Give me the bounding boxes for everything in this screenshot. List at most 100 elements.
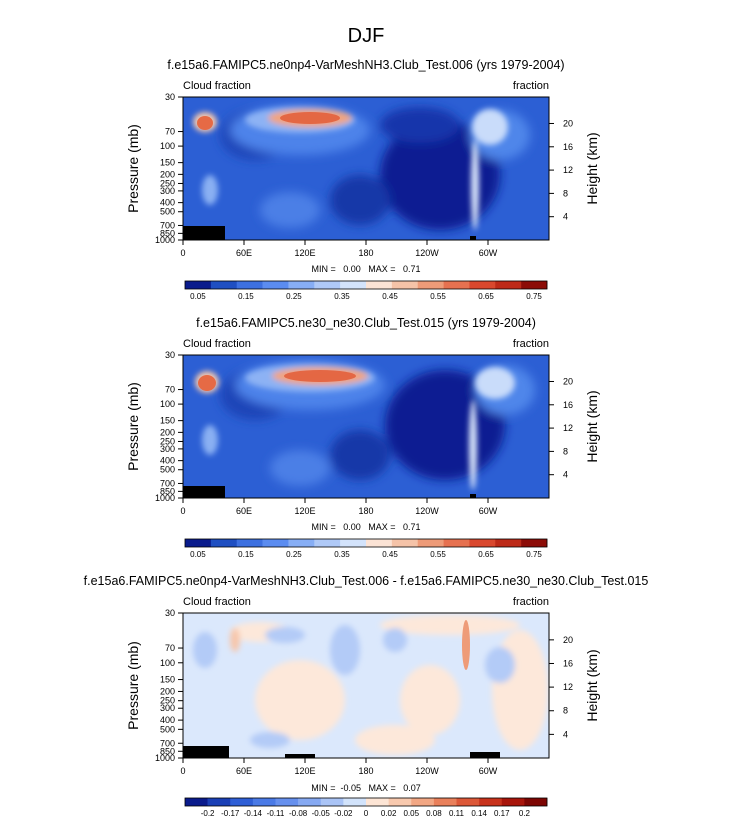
colorbar-label: 0.25	[286, 550, 302, 559]
colorbar-swatch	[443, 281, 470, 289]
panel-1-field	[183, 97, 549, 240]
colorbar-label: 0.11	[449, 809, 465, 818]
height-tick-label: 8	[563, 706, 568, 716]
panel-3-title: f.e15a6.FAMIPC5.ne0np4-VarMeshNH3.Club_T…	[84, 574, 649, 588]
colorbar-label: 0.08	[426, 809, 442, 818]
height-tick-label: 12	[563, 423, 573, 433]
colorbar-swatch	[495, 539, 522, 547]
colorbar-swatch	[501, 798, 525, 806]
colorbar-swatch	[521, 539, 548, 547]
colorbar-label: 0.05	[190, 292, 206, 301]
colorbar-swatch	[343, 798, 367, 806]
panel-1-ylabel: Pressure (mb)	[125, 124, 141, 213]
colorbar-label: 0.05	[403, 809, 419, 818]
longitude-tick-label: 0	[180, 766, 185, 776]
pressure-tick-label: 70	[165, 127, 175, 137]
colorbar-swatch	[262, 539, 289, 547]
pressure-tick-label: 1000	[155, 493, 175, 503]
panel-3-height-ticks: 20 16 12 8 4	[549, 635, 573, 739]
pressure-tick-label: 30	[165, 608, 175, 618]
height-tick-label: 4	[563, 470, 568, 480]
colorbar-label: -0.05	[312, 809, 331, 818]
panel-3: f.e15a6.FAMIPC5.ne0np4-VarMeshNH3.Club_T…	[84, 574, 649, 818]
panel-2: f.e15a6.FAMIPC5.ne30_ne30.Club_Test.015 …	[125, 316, 600, 559]
panel-3-field	[183, 613, 549, 758]
pressure-tick-label: 150	[160, 675, 175, 685]
colorbar-swatch	[456, 798, 480, 806]
colorbar-label: 0.45	[382, 292, 398, 301]
panel-2-left-label: Cloud fraction	[183, 338, 251, 350]
colorbar-swatch	[320, 798, 344, 806]
pressure-tick-label: 100	[160, 399, 175, 409]
colorbar-label: 0	[364, 809, 369, 818]
colorbar-swatch	[524, 798, 548, 806]
colorbar-label: 0.35	[334, 550, 350, 559]
pressure-tick-label: 300	[160, 444, 175, 454]
longitude-tick-label: 120W	[415, 248, 439, 258]
colorbar-swatch	[469, 539, 496, 547]
height-tick-label: 16	[563, 400, 573, 410]
pressure-tick-label: 400	[160, 456, 175, 466]
colorbar-swatch	[298, 798, 322, 806]
page-title: DJF	[348, 25, 385, 47]
colorbar-label: -0.14	[244, 809, 263, 818]
longitude-tick-label: 120W	[415, 506, 439, 516]
pressure-tick-label: 850	[160, 486, 175, 496]
panel-1-right-label: fraction	[513, 80, 549, 92]
colorbar-swatch	[230, 798, 254, 806]
colorbar-swatch	[443, 539, 470, 547]
colorbar-label: 0.35	[334, 292, 350, 301]
colorbar-label: 0.02	[381, 809, 397, 818]
pressure-tick-label: 300	[160, 186, 175, 196]
panel-2-stats: MIN = 0.00 MAX = 0.71	[311, 522, 420, 532]
colorbar-label: -0.11	[267, 809, 285, 818]
height-tick-label: 16	[563, 142, 573, 152]
colorbar-label: 0.17	[494, 809, 510, 818]
pressure-tick-label: 1000	[155, 753, 175, 763]
panel-3-longitude-ticks: 0 60E 120E 180 120W 60W	[180, 758, 498, 776]
height-tick-label: 8	[563, 446, 568, 456]
colorbar-label: 0.05	[190, 550, 206, 559]
panel-1: f.e15a6.FAMIPC5.ne0np4-VarMeshNH3.Club_T…	[125, 58, 600, 301]
longitude-tick-label: 60W	[479, 248, 498, 258]
colorbar-swatch	[391, 281, 419, 289]
colorbar-swatch	[210, 281, 238, 289]
longitude-tick-label: 120W	[415, 766, 439, 776]
pressure-tick-label: 30	[165, 92, 175, 102]
colorbar-swatch	[469, 281, 496, 289]
colorbar-label: 0.55	[430, 550, 446, 559]
pressure-tick-label: 850	[160, 228, 175, 238]
colorbar-label: -0.17	[221, 809, 240, 818]
colorbar-label: 0.15	[238, 292, 254, 301]
pressure-tick-label: 500	[160, 724, 175, 734]
pressure-tick-label: 400	[160, 198, 175, 208]
longitude-tick-label: 60E	[236, 506, 252, 516]
panel-3-stats: MIN = -0.05 MAX = 0.07	[311, 783, 421, 793]
colorbar-swatch	[388, 798, 412, 806]
pressure-tick-label: 30	[165, 350, 175, 360]
colorbar-swatch	[236, 281, 263, 289]
height-tick-label: 12	[563, 682, 573, 692]
pressure-tick-label: 70	[165, 385, 175, 395]
longitude-tick-label: 180	[358, 248, 373, 258]
panel-2-longitude-ticks: 0 60E 120E 180 120W 60W	[180, 498, 498, 516]
pressure-tick-label: 700	[160, 220, 175, 230]
colorbar-label: 0.75	[526, 292, 542, 301]
longitude-tick-label: 0	[180, 506, 185, 516]
colorbar-swatch	[411, 798, 435, 806]
colorbar-swatch	[314, 539, 341, 547]
panel-2-field	[183, 355, 549, 498]
panel-1-title: f.e15a6.FAMIPC5.ne0np4-VarMeshNH3.Club_T…	[167, 58, 564, 72]
longitude-tick-label: 60W	[479, 766, 498, 776]
colorbar-swatch	[185, 281, 212, 289]
height-tick-label: 12	[563, 165, 573, 175]
colorbar-swatch	[275, 798, 299, 806]
colorbar-swatch	[252, 798, 276, 806]
panel-1-ylabel-right: Height (km)	[584, 132, 600, 204]
longitude-tick-label: 120E	[294, 248, 315, 258]
panel-1-longitude-ticks: 0 60E 120E 180 120W 60W	[180, 240, 498, 258]
pressure-tick-label: 700	[160, 478, 175, 488]
colorbar-swatch	[314, 281, 341, 289]
